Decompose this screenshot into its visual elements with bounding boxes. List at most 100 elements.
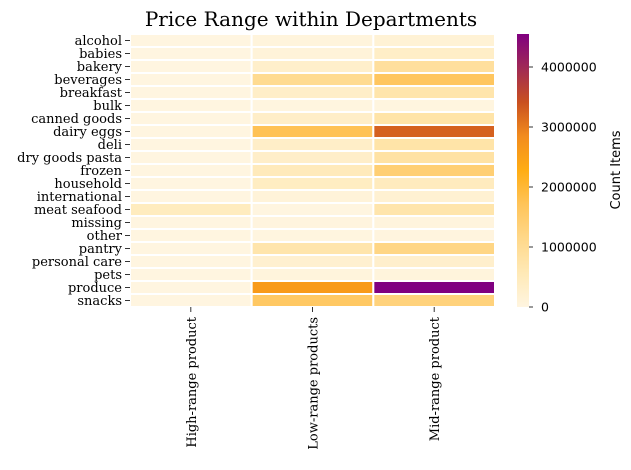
colorbar-label: Count Items	[609, 130, 624, 209]
heatmap-cell	[250, 150, 375, 165]
row-label: dairy eggs	[53, 125, 122, 140]
heatmap-cell	[250, 46, 375, 61]
heatmap-cell	[129, 137, 253, 152]
colorbar-tick-label: 2000000	[541, 180, 597, 195]
row-label: produce	[68, 281, 122, 296]
heatmap-cell	[372, 176, 497, 191]
heatmap-cell	[250, 202, 375, 217]
column-labels: High-range product Low-range products Mid-…	[185, 307, 443, 450]
heatmap-cell	[250, 33, 375, 48]
column-label: Low-range products	[307, 317, 322, 450]
row-label: frozen	[80, 164, 122, 179]
colorbar-ticks: 0 1000000 2000000 3000000 4000000	[529, 60, 597, 315]
heatmap-cell	[250, 72, 375, 87]
heatmap-cell	[372, 254, 497, 269]
heatmap-cell	[372, 241, 497, 256]
row-label: missing	[71, 216, 122, 231]
heatmap-cell	[129, 189, 253, 204]
heatmap-cell	[250, 280, 375, 295]
row-label: pets	[94, 268, 122, 283]
heatmap-cell	[129, 46, 253, 61]
heatmap-cell	[129, 228, 253, 243]
column-label: Mid-range product	[428, 316, 443, 441]
heatmap-cell	[250, 189, 375, 204]
heatmap-cell	[250, 124, 375, 139]
heatmap-cell	[372, 111, 497, 126]
row-labels: alcoholbabiesbakerybeveragesbreakfastbul…	[17, 34, 130, 309]
row-label: alcohol	[75, 34, 122, 49]
row-label: bakery	[77, 60, 123, 75]
colorbar-tick-label: 1000000	[541, 240, 597, 255]
heatmap-cell	[129, 72, 253, 87]
row-label: babies	[79, 47, 122, 62]
row-label: personal care	[32, 255, 122, 270]
heatmap-cell	[250, 137, 375, 152]
heatmap-cell	[372, 33, 497, 48]
row-label: bulk	[93, 99, 122, 114]
heatmap-cell	[129, 176, 253, 191]
heatmap-cell	[129, 202, 253, 217]
row-label: meat seafood	[34, 203, 122, 218]
colorbar	[517, 34, 529, 307]
heatmap-cell	[129, 85, 253, 100]
heatmap-cell	[372, 215, 497, 230]
heatmap-cell	[250, 267, 375, 282]
heatmap-cell	[129, 124, 253, 139]
heatmap-cell	[372, 202, 497, 217]
heatmap-cell	[250, 111, 375, 126]
row-label: canned goods	[31, 112, 122, 127]
heatmap-cell	[129, 241, 253, 256]
heatmap-cell	[372, 293, 497, 308]
chart-title: Price Range within Departments	[145, 7, 477, 31]
heatmap-cell	[372, 228, 497, 243]
row-label: breakfast	[60, 86, 123, 101]
heatmap-cell	[372, 189, 497, 204]
heatmap-cell	[129, 267, 253, 282]
heatmap-cell	[129, 215, 253, 230]
heatmap-cell	[129, 111, 253, 126]
heatmap-cells	[129, 33, 497, 308]
heatmap-cell	[250, 163, 375, 178]
row-label: international	[37, 190, 122, 205]
heatmap-cell	[250, 293, 375, 308]
row-label: dry goods pasta	[17, 151, 122, 166]
heatmap-cell	[250, 215, 375, 230]
heatmap-cell	[250, 254, 375, 269]
heatmap-cell	[129, 163, 253, 178]
row-label: deli	[98, 138, 122, 153]
heatmap-cell	[372, 137, 497, 152]
heatmap-cell	[250, 98, 375, 113]
heatmap-cell	[129, 293, 253, 308]
row-label: beverages	[54, 73, 122, 88]
heatmap-cell	[372, 163, 497, 178]
colorbar-tick-label: 4000000	[541, 60, 597, 75]
column-label: High-range product	[185, 316, 200, 447]
row-label: household	[54, 177, 122, 192]
heatmap-cell	[129, 98, 253, 113]
heatmap-cell	[250, 228, 375, 243]
heatmap-cell	[372, 267, 497, 282]
row-label: pantry	[79, 242, 123, 257]
heatmap-cell	[372, 59, 497, 74]
heatmap-cell	[372, 124, 497, 139]
heatmap-cell	[372, 46, 497, 61]
heatmap-cell	[372, 72, 497, 87]
heatmap-cell	[129, 254, 253, 269]
row-label: snacks	[77, 294, 122, 309]
heatmap-cell	[250, 85, 375, 100]
heatmap-cell	[372, 280, 497, 295]
heatmap-cell	[129, 280, 253, 295]
heatmap-cell	[250, 59, 375, 74]
heatmap-cell	[250, 176, 375, 191]
heatmap-cell	[129, 59, 253, 74]
heatmap-cell	[129, 33, 253, 48]
heatmap-cell	[372, 85, 497, 100]
heatmap-cell	[250, 241, 375, 256]
heatmap-cell	[372, 150, 497, 165]
colorbar-tick-label: 3000000	[541, 120, 597, 135]
heatmap-cell	[372, 98, 497, 113]
row-label: other	[87, 229, 123, 244]
colorbar-tick-label: 0	[541, 300, 549, 315]
heatmap-cell	[129, 150, 253, 165]
